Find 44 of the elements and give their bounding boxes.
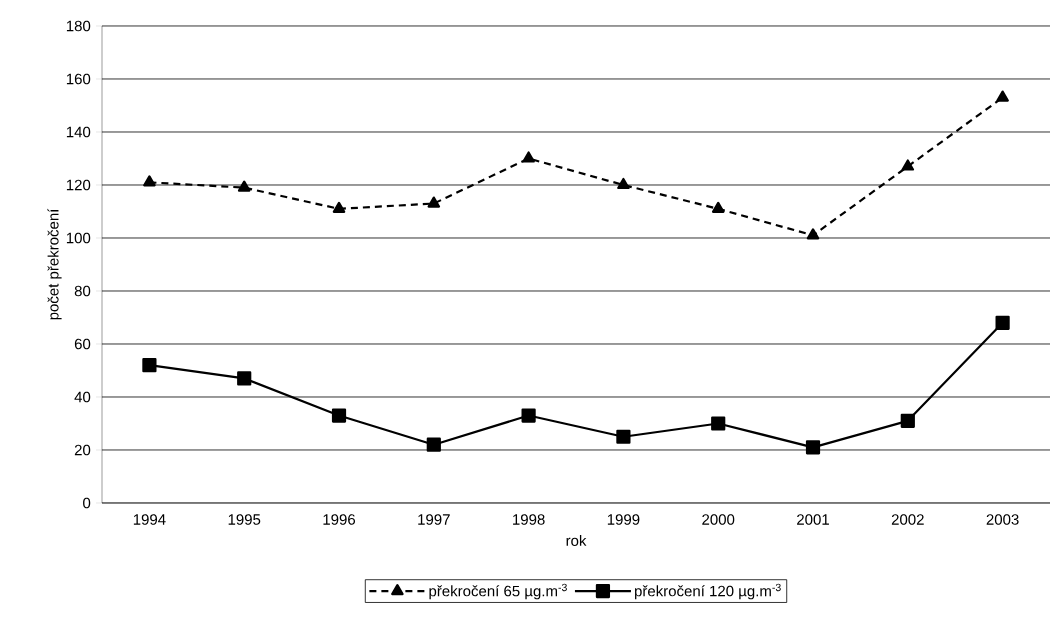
- x-tick-label: 1998: [513, 514, 545, 525]
- point: [711, 201, 725, 213]
- y-tick-label: 60: [74, 338, 91, 350]
- point: [805, 440, 821, 455]
- point: [427, 196, 441, 208]
- point: [331, 408, 347, 423]
- legend-label: překročení 65 µg.m$^{-3}$: [429, 583, 567, 600]
- y-tick-label: 160: [66, 73, 91, 85]
- y-axis-title: počet překročení: [47, 208, 62, 320]
- y-tick-label: 20: [74, 444, 91, 456]
- legend-label: překročení 120 µg.m$^{-3}$: [635, 583, 781, 600]
- point: [142, 358, 157, 373]
- y-tick-label: 40: [74, 391, 91, 403]
- point: [237, 180, 251, 192]
- x-tick-label: 1995: [228, 514, 261, 525]
- point: [901, 159, 915, 171]
- point: [616, 429, 631, 444]
- point: [522, 151, 535, 163]
- point: [996, 90, 1009, 102]
- point: [995, 315, 1010, 330]
- x-tick-label: 2000: [702, 514, 735, 525]
- point: [900, 413, 915, 428]
- x-tick-label: 1999: [607, 514, 640, 525]
- y-tick-label: 0: [83, 497, 91, 509]
- y-tick-label: 180: [66, 20, 91, 32]
- y-tick-label: 140: [66, 126, 91, 138]
- x-axis-title: rok: [566, 535, 587, 547]
- x-tick-label: 1997: [418, 514, 450, 525]
- point: [143, 175, 156, 187]
- point: [806, 228, 820, 240]
- y-tick-label: 80: [74, 285, 91, 297]
- x-tick-label: 1996: [323, 514, 356, 525]
- point: [521, 408, 536, 423]
- point: [332, 201, 346, 213]
- x-tick-label: 2002: [891, 514, 924, 525]
- x-tick-label: 2001: [797, 514, 829, 525]
- point: [237, 371, 252, 386]
- x-tick-label: 1994: [133, 514, 166, 525]
- point: [617, 177, 630, 190]
- y-tick-label: 120: [66, 179, 91, 191]
- y-tick-label: 100: [66, 232, 91, 244]
- point: [426, 437, 441, 452]
- x-tick-label: 2003: [986, 514, 1019, 525]
- point: [711, 416, 726, 431]
